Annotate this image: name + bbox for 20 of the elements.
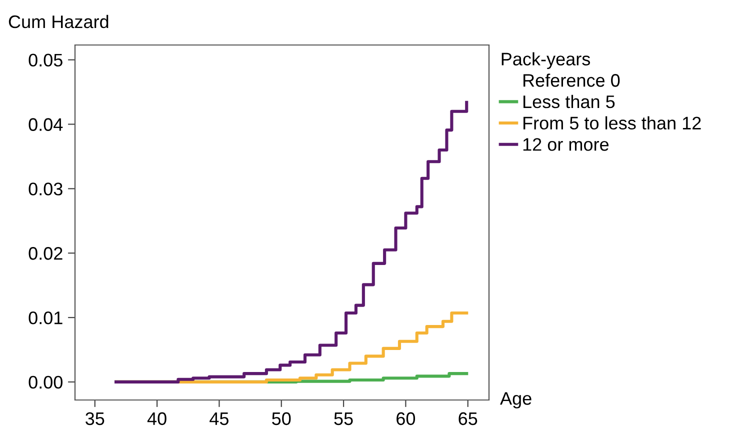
x-tick-label: 55 [334, 412, 353, 426]
legend-label: 12 or more [523, 138, 609, 151]
x-tick-label: 60 [396, 412, 416, 426]
text: Reference 0 [524, 74, 620, 87]
x-tick-label: 45 [210, 412, 228, 426]
x-tick-label: 65 [458, 412, 478, 426]
y-axis-title: Cum Hazard [8, 14, 108, 28]
y-tick-label: 0.03 [28, 182, 62, 196]
y-tick-label: 0.05 [28, 54, 62, 67]
legend-label: Less than 5 [524, 94, 615, 108]
x-tick-label: 40 [147, 412, 166, 426]
y-tick-label: 0.02 [28, 247, 62, 260]
y-tick-label: 0.01 [28, 311, 62, 324]
legend-title: Pack-years [502, 52, 590, 70]
y-tick-label: 0.04 [28, 118, 63, 131]
y-tick-label: 0.00 [28, 376, 62, 389]
x-tick-label: 50 [272, 412, 291, 426]
x-axis-title: Age [500, 392, 532, 408]
x-tick-label: 35 [86, 412, 104, 426]
legend-label: From 5 to less than 12 [524, 116, 701, 130]
